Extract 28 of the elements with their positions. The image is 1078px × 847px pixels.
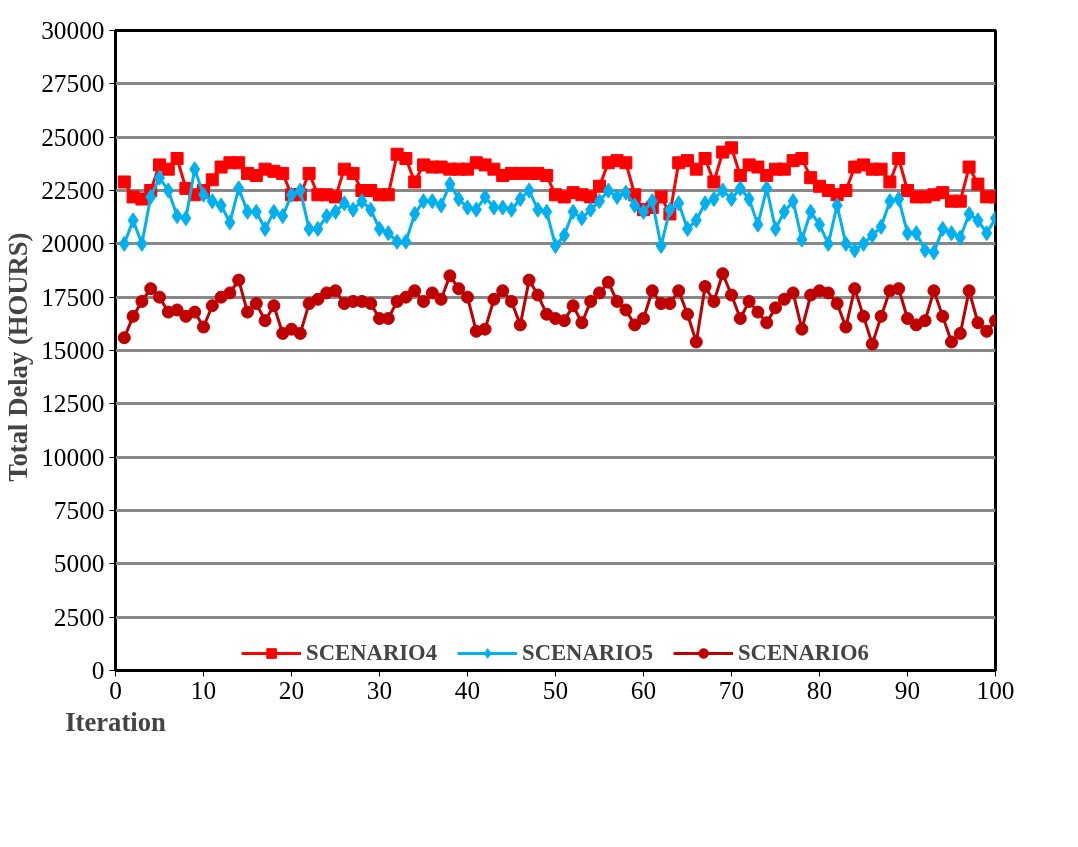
y-tick-label: 20000 bbox=[41, 229, 105, 258]
x-tick-label: 100 bbox=[976, 675, 1015, 704]
x-axis-title: Iteration bbox=[65, 706, 167, 737]
x-tick-label: 30 bbox=[366, 675, 393, 704]
y-tick-label: 2500 bbox=[53, 602, 105, 631]
x-tick-label: 70 bbox=[718, 675, 745, 704]
x-tick-label: 20 bbox=[278, 675, 305, 704]
x-tick-label: 60 bbox=[630, 675, 657, 704]
legend-label: SCENARIO4 bbox=[306, 640, 438, 666]
x-tick-label: 90 bbox=[894, 675, 921, 704]
y-tick-label: 27500 bbox=[41, 69, 105, 98]
y-tick-label: 17500 bbox=[41, 282, 105, 311]
x-tick-label: 80 bbox=[806, 675, 833, 704]
y-tick-label: 7500 bbox=[53, 496, 105, 524]
x-tick-label: 50 bbox=[542, 675, 569, 704]
y-tick-label: 12500 bbox=[41, 389, 105, 418]
y-tick-label: 10000 bbox=[41, 442, 105, 471]
legend-label: SCENARIO5 bbox=[522, 640, 653, 666]
y-tick-label: 5000 bbox=[53, 549, 105, 578]
y-tick-label: 15000 bbox=[41, 336, 105, 364]
legend-label: SCENARIO6 bbox=[737, 640, 869, 666]
y-tick-label: 0 bbox=[91, 656, 105, 684]
y-axis-title: Total Delay (HOURS) bbox=[3, 232, 34, 482]
y-tick-label: 30000 bbox=[41, 16, 105, 44]
y-tick-label: 22500 bbox=[41, 176, 105, 204]
x-tick-label: 10 bbox=[190, 675, 217, 704]
y-tick-label: 25000 bbox=[41, 122, 105, 151]
x-tick-label: 40 bbox=[454, 675, 481, 704]
